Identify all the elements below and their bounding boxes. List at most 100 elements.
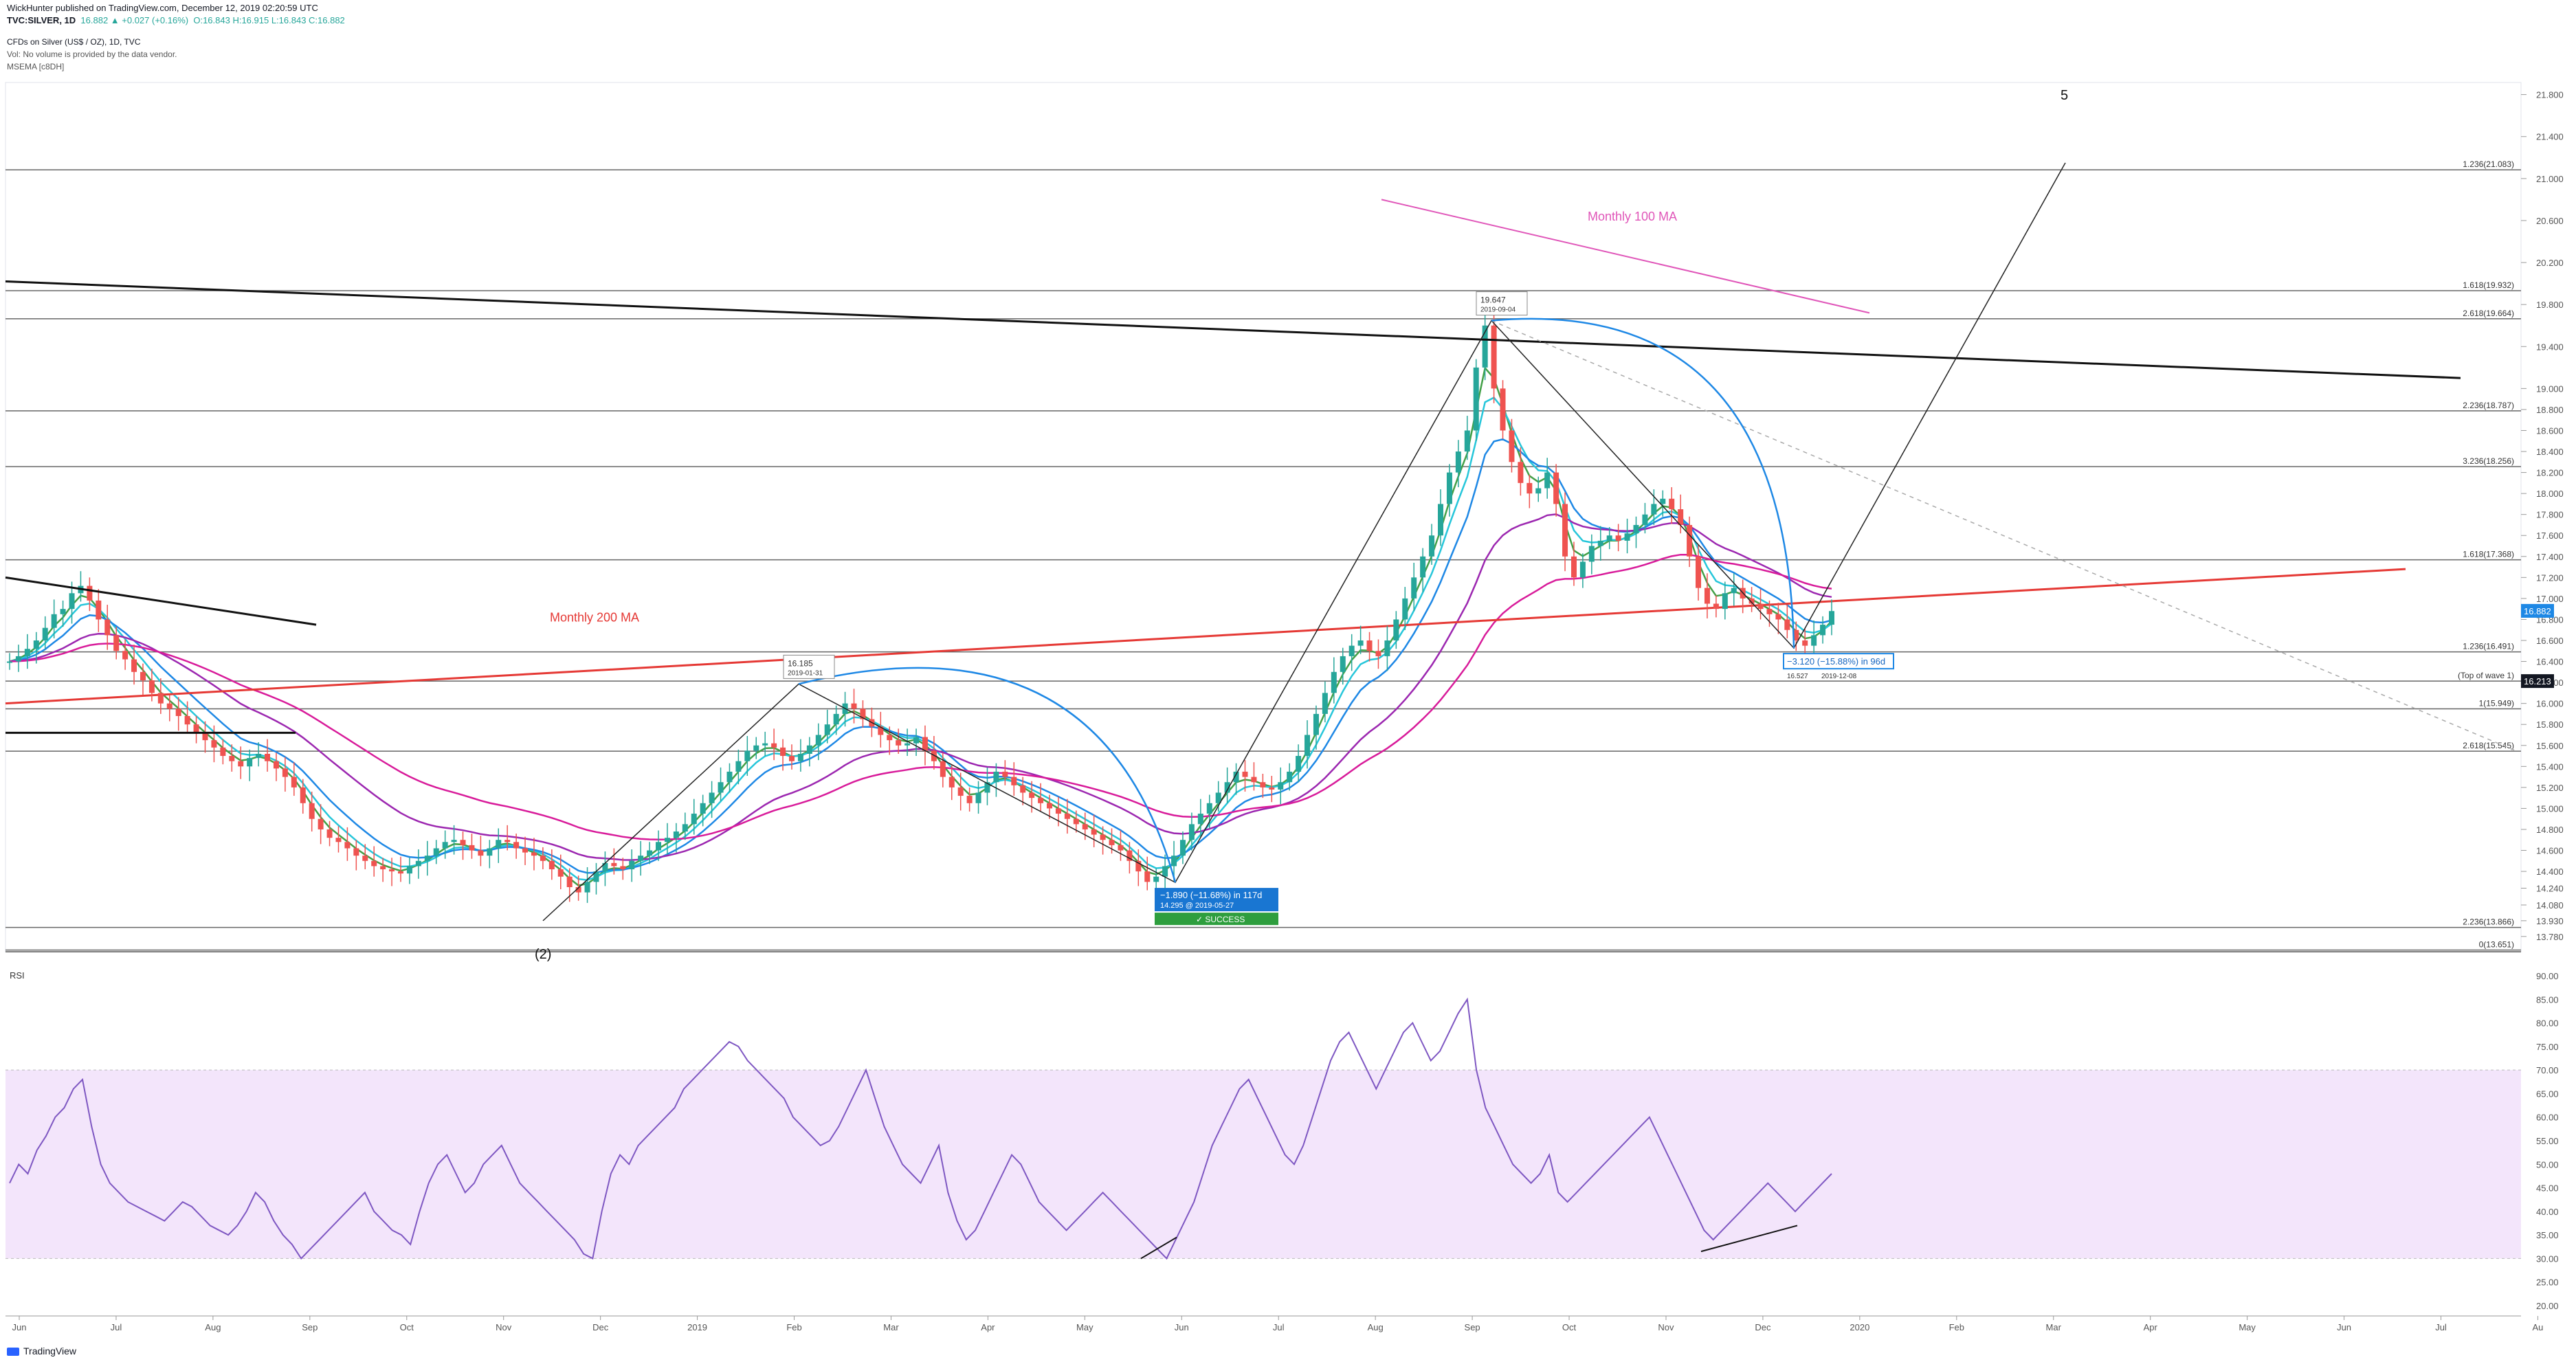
candle-body	[656, 842, 662, 851]
rsi-pane: 90.00 85.00 80.00 75.00 70.00 65.00 60.00 55.00…	[5, 971, 2559, 1311]
candle-body	[878, 726, 884, 735]
candle-body	[1748, 598, 1755, 604]
wave-5-label: 5	[2061, 88, 2068, 103]
candle-body	[931, 750, 937, 761]
candle-body	[993, 771, 999, 783]
ema-long-line	[9, 513, 1832, 861]
ohlc-values: O:16.843 H:16.915 L:16.843 C:16.882	[193, 15, 345, 25]
time-tick-label: Apr	[2144, 1322, 2158, 1332]
rsi-tick-label: 70.00	[2536, 1065, 2559, 1075]
time-tick-label: Feb	[1949, 1322, 1964, 1332]
candle-body	[1491, 325, 1497, 389]
time-tick-label: Oct	[400, 1322, 414, 1332]
candle-body	[1757, 603, 1764, 610]
candle-body	[1055, 808, 1061, 814]
candle-body	[1064, 814, 1070, 819]
price-tick-label: 18.800	[2536, 405, 2564, 415]
candle-body	[1260, 782, 1266, 788]
candle-body	[478, 850, 484, 856]
price-axis: 21.800 21.400 21.000 20.600 20.200 19.800 19.4…	[2521, 90, 2564, 942]
candle-body	[1366, 640, 1373, 651]
candle-body	[1340, 656, 1346, 672]
candle-body	[1678, 509, 1684, 525]
price-change: 16.882 ▲ +0.027 (+0.16%)	[80, 15, 189, 25]
main-pane-border	[5, 82, 2522, 952]
candle-body	[1357, 640, 1364, 646]
price-tick-label: 15.800	[2536, 719, 2564, 730]
candle-body	[1570, 556, 1577, 578]
candle-body	[1411, 577, 1417, 599]
time-tick-label: Jul	[2435, 1322, 2447, 1332]
dec-measure-box	[1783, 653, 1894, 670]
candle-body	[309, 803, 315, 819]
candle-body	[682, 824, 688, 832]
price-tick-label: 14.600	[2536, 846, 2564, 856]
candle-body	[824, 724, 830, 735]
long-trendline	[5, 280, 2461, 379]
candle-body	[122, 651, 129, 660]
symbol[interactable]: TVC:SILVER, 1D	[7, 15, 76, 25]
rsi-tick-label: 50.00	[2536, 1159, 2559, 1170]
instrument-title: CFDs on Silver (US$ / OZ), 1D, TVC	[7, 37, 141, 47]
candle-body	[1197, 814, 1203, 825]
monthly-200-ma-line	[5, 568, 2406, 705]
candle-body	[1296, 756, 1302, 772]
candle-body	[1304, 735, 1311, 757]
rsi-tick-label: 25.00	[2536, 1277, 2559, 1288]
candle-body	[522, 848, 529, 853]
fib-level-label: 0(13.651)	[2479, 939, 2514, 949]
candle-body	[1562, 504, 1568, 557]
rsi-line	[9, 997, 1832, 1260]
level-price-badge	[2521, 674, 2554, 689]
time-tick-label: 2020	[1850, 1322, 1869, 1332]
candle-body	[1553, 472, 1559, 504]
candle-body	[1438, 504, 1444, 536]
price-tick-label: 19.000	[2536, 383, 2564, 394]
monthly-200-ma-label: Monthly 200 MA	[550, 610, 639, 624]
candle-body	[1446, 472, 1452, 504]
price-tick-label: 16.000	[2536, 699, 2564, 709]
candle-body	[1669, 498, 1675, 510]
candle-body	[1384, 640, 1390, 656]
rsi-divergence-left	[1140, 1236, 1177, 1260]
price-tick-label: 15.200	[2536, 783, 2564, 793]
fib-level-label: 1.618(17.368)	[2463, 550, 2514, 559]
candle-body	[1331, 671, 1337, 693]
candle-body	[1482, 325, 1488, 368]
candle-body	[904, 743, 911, 746]
candle-body	[1713, 603, 1719, 610]
time-tick-label: Jun	[2337, 1322, 2351, 1332]
candle-body	[788, 756, 795, 761]
candle-body	[442, 842, 448, 849]
time-tick-label: Jul	[111, 1322, 122, 1332]
candle-body	[548, 860, 555, 870]
candle-body	[69, 593, 75, 610]
fib-level-label: 2.236(18.787)	[2463, 401, 2514, 410]
candle-body	[1642, 514, 1648, 525]
candle-body	[975, 792, 981, 803]
fib-level-label: (Top of wave 1)	[2458, 671, 2514, 680]
time-tick-label: Nov	[1658, 1322, 1674, 1332]
candle-body	[762, 743, 768, 746]
candle-body	[42, 627, 48, 640]
candle-body	[1153, 876, 1159, 882]
brand-name: TradingView	[23, 1346, 77, 1357]
price-tick-label: 15.600	[2536, 741, 2564, 751]
price-tick-label: 16.400	[2536, 657, 2564, 667]
candle-body	[629, 860, 635, 870]
rsi-tick-label: 40.00	[2536, 1207, 2559, 1217]
candle-body	[833, 713, 839, 725]
candle-body	[247, 758, 253, 767]
candle-body	[424, 856, 430, 861]
candle-body	[265, 753, 271, 761]
price-tick-label: 21.000	[2536, 174, 2564, 184]
price-tick-label: 17.800	[2536, 510, 2564, 520]
candle-body	[1029, 792, 1035, 799]
price-tick-label: 19.400	[2536, 342, 2564, 352]
candle-body	[140, 671, 146, 681]
candle-body	[815, 735, 821, 746]
candle-body	[1579, 561, 1586, 578]
price-tick-label: 18.200	[2536, 468, 2564, 478]
feb-price: 16.185	[788, 658, 813, 668]
rsi-tick-label: 90.00	[2536, 971, 2559, 981]
